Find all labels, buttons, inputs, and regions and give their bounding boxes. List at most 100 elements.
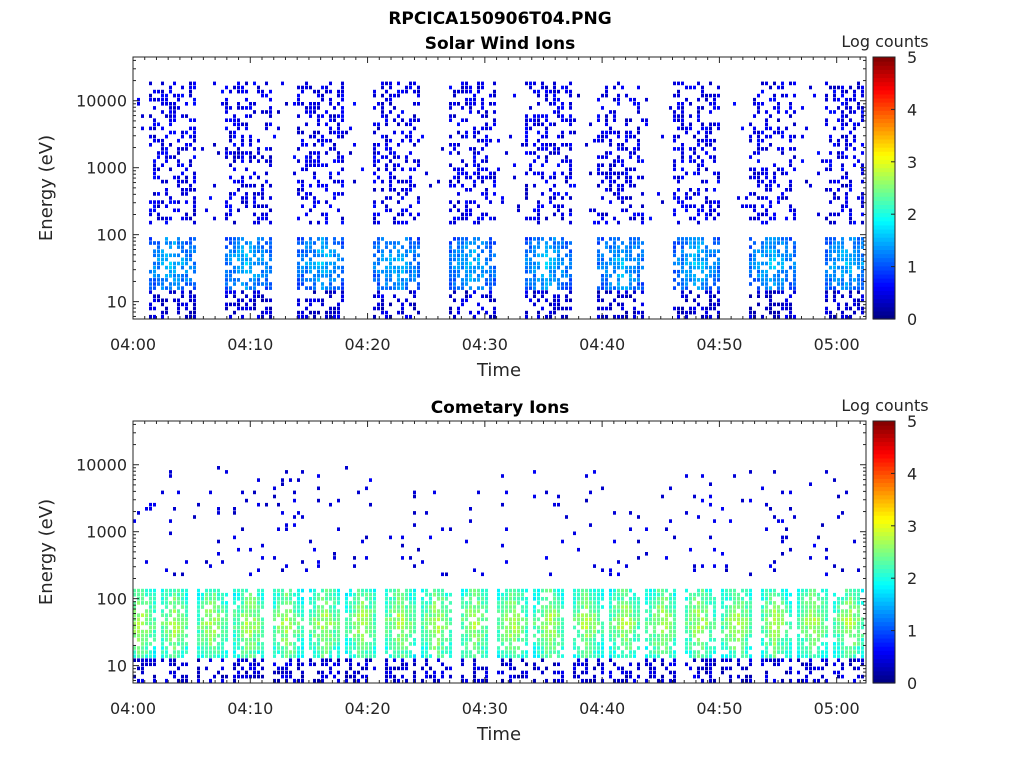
heatmap-cell [153,298,156,303]
heatmap-cell [417,118,420,122]
heatmap-cell [429,666,432,671]
heatmap-cell [429,535,432,540]
heatmap-cell [221,560,224,564]
heatmap-cell [213,597,216,601]
heatmap-cell [849,85,852,90]
heatmap-cell [533,646,536,650]
heatmap-cell [453,204,456,208]
heatmap-cell [557,286,560,290]
heatmap-cell [241,89,244,94]
heatmap-cell [337,592,340,597]
heatmap-cell [601,282,604,286]
heatmap-cell [229,130,232,135]
heatmap-cell [765,110,768,114]
heatmap-cell [549,274,552,278]
heatmap-cell [457,237,460,241]
heatmap-cell [793,155,796,159]
heatmap-cell [321,302,324,307]
heatmap-cell [749,175,752,180]
heatmap-cell [685,294,688,298]
heatmap-cell [493,93,496,98]
heatmap-cell [241,306,244,311]
heatmap-cell [173,621,176,626]
heatmap-cell [605,278,608,282]
heatmap-cell [373,633,376,638]
heatmap-cell [689,278,692,282]
heatmap-cell [545,126,548,131]
heatmap-cell [313,617,316,622]
heatmap-cell [545,114,548,118]
heatmap-cell [609,302,612,307]
heatmap-cell [189,294,192,298]
heatmap-cell [393,241,396,245]
heatmap-cell [373,143,376,147]
heatmap-cell [297,126,300,131]
heatmap-cell [321,674,324,679]
heatmap-cell [449,666,452,671]
heatmap-cell [769,134,772,139]
heatmap-cell [389,269,392,274]
heatmap-cell [749,134,752,139]
heatmap-cell [153,646,156,650]
heatmap-cell [173,625,176,630]
heatmap-cell [233,633,236,638]
heatmap-cell [373,274,376,278]
heatmap-cell [485,114,488,118]
heatmap-cell [249,138,252,143]
heatmap-cell [317,617,320,622]
heatmap-cell [697,253,700,258]
heatmap-cell [417,159,420,163]
heatmap-cell [317,609,320,613]
heatmap-cell [257,204,260,208]
heatmap-cell [445,638,448,642]
heatmap-cell [413,642,416,646]
heatmap-cell [417,282,420,286]
heatmap-cell [341,278,344,282]
heatmap-cell [373,294,376,298]
heatmap-cell [481,175,484,180]
heatmap-cell [233,621,236,626]
heatmap-cell [317,274,320,278]
heatmap-cell [569,143,572,147]
heatmap-cell [313,89,316,94]
heatmap-cell [389,654,392,658]
heatmap-cell [397,597,400,601]
heatmap-cell [369,609,372,613]
heatmap-cell [249,572,252,577]
heatmap-cell [753,249,756,253]
heatmap-cell [777,183,780,188]
heatmap-cell [385,163,388,167]
heatmap-cell [677,134,680,139]
heatmap-cell [289,642,292,646]
heatmap-cell [529,265,532,270]
heatmap-cell [333,147,336,151]
heatmap-cell [641,175,644,180]
heatmap-cell [609,188,612,192]
heatmap-cell [441,654,444,658]
heatmap-cell [449,253,452,258]
heatmap-cell [325,588,328,593]
heatmap-cell [801,134,804,139]
heatmap-cell [857,298,860,303]
heatmap-cell [373,609,376,613]
heatmap-cell [609,130,612,135]
heatmap-cell [273,613,276,617]
heatmap-cell [377,249,380,253]
heatmap-cell [533,678,536,683]
heatmap-cell [381,253,384,258]
heatmap-cell [257,674,260,679]
heatmap-cell [365,486,368,491]
heatmap-cell [209,613,212,617]
heatmap-cell [389,253,392,258]
heatmap-cell [781,269,784,274]
heatmap-cell [789,147,792,151]
heatmap-cell [149,658,152,662]
heatmap-cell [177,642,180,646]
heatmap-cell [245,257,248,262]
heatmap-cell [681,118,684,122]
heatmap-cell [169,658,172,662]
heatmap-cell [257,478,260,482]
heatmap-cell [769,298,772,303]
heatmap-cell [561,282,564,286]
heatmap-cell [365,625,368,630]
